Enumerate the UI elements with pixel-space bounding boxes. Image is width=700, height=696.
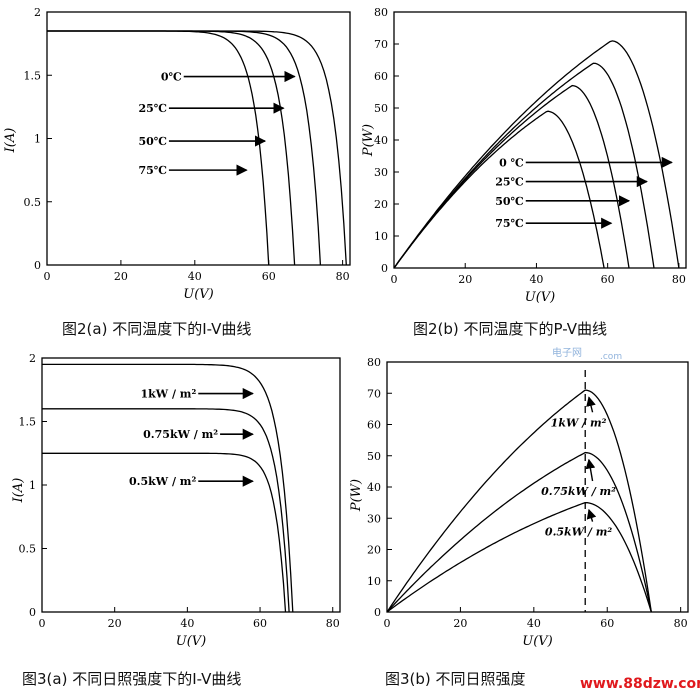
fig3a-y-tick-label: 1 (29, 479, 36, 492)
fig3b-y-tick-label: 0 (374, 606, 381, 619)
fig2a-y-axis-label: I(A) (3, 128, 18, 154)
fig2a-annotation-label: 75℃ (138, 164, 167, 177)
fig2b-y-tick-label: 10 (374, 230, 388, 243)
fig2a-annotation-label: 25℃ (138, 102, 167, 115)
fig2b-y-tick-label: 20 (374, 198, 388, 211)
fig2a-x-axis-label: U(V) (183, 287, 214, 302)
fig2a-annotation-label: 50℃ (138, 135, 167, 148)
fig3a-x-tick-label: 80 (326, 617, 340, 630)
fig2b-x-tick-label: 60 (601, 273, 615, 286)
fig3b-y-tick-label: 20 (367, 544, 381, 557)
fig2b-y-tick-label: 30 (374, 166, 388, 179)
fig3a-series-line (42, 363, 294, 613)
fig3b-x-axis-label: U(V) (522, 634, 553, 649)
fig2a-plot-frame (46, 11, 351, 266)
fig2b-series-line (393, 62, 655, 269)
fig3a-series-line (42, 452, 287, 613)
fig3a-series-line (42, 408, 290, 613)
fig2b-x-tick-label: 0 (391, 273, 398, 286)
fig2b-y-tick-label: 80 (374, 6, 388, 19)
fig2b-y-tick-label: 0 (381, 262, 388, 275)
fig3b-annotation-arrow (586, 508, 597, 522)
fig3a-y-tick-label: 2 (29, 352, 36, 365)
fig3a-x-tick-label: 60 (253, 617, 267, 630)
fig2a-x-tick-label: 80 (336, 270, 350, 283)
fig2b-y-tick-label: 70 (374, 38, 388, 51)
fig3b-series-line (386, 501, 652, 613)
fig2b-x-tick-label: 20 (458, 273, 472, 286)
site-url: www.88dzw.com (580, 676, 700, 692)
fig2b-y-axis-label: P(W) (361, 124, 376, 157)
fig3a-y-tick-label: 0 (29, 606, 36, 619)
fig2a-series-line (47, 30, 322, 266)
fig3a-annotation-label: 0.75kW / m² (143, 428, 218, 441)
fig2a-annotation-label: 0℃ (161, 71, 182, 84)
fig3b-y-tick-label: 50 (367, 450, 381, 463)
fig3b-x-tick-label: 20 (453, 617, 467, 630)
caption-fig2a: 图2(a) 不同温度下的I-V曲线 (62, 320, 252, 338)
fig2a-series-line (47, 30, 347, 266)
fig3b-x-tick-label: 80 (674, 617, 688, 630)
fig3a-annotation-label: 0.5kW / m² (129, 475, 196, 488)
fig3b-y-axis-label: P(W) (349, 479, 364, 512)
fig3a-x-tick-label: 0 (39, 617, 46, 630)
fig3b-y-tick-label: 40 (367, 481, 381, 494)
fig2b-x-tick-label: 40 (529, 273, 543, 286)
fig3a-x-tick-label: 40 (180, 617, 194, 630)
caption-fig3a: 图3(a) 不同日照强度下的I-V曲线 (22, 670, 242, 688)
fig3a-y-axis-label: I(A) (11, 478, 26, 504)
fig3b-y-tick-label: 60 (367, 419, 381, 432)
fig2a-series-line (47, 30, 270, 266)
fig3b-series-line (386, 389, 652, 613)
fig3a-annotation-label: 1kW / m² (141, 388, 197, 401)
fig2a-y-tick-label: 0.5 (24, 196, 42, 209)
fig3b-annotation-label: 0.5kW / m² (545, 526, 612, 539)
fig3a-x-axis-label: U(V) (176, 634, 207, 649)
fig2b-y-tick-label: 60 (374, 70, 388, 83)
fig2a-series-line (47, 30, 296, 266)
watermark-text: 电子网 (552, 348, 582, 359)
fig3a-y-tick-label: 1.5 (19, 416, 37, 429)
fig3b-x-tick-label: 60 (600, 617, 614, 630)
fig3b-annotation-arrow (586, 396, 596, 413)
fig2a-y-tick-label: 2 (34, 6, 41, 19)
fig3b-series-line (386, 451, 652, 613)
fig2b-x-axis-label: U(V) (525, 290, 556, 305)
caption-fig3b: 图3(b) 不同日照强度 (385, 670, 526, 688)
fig2b-x-tick-label: 80 (672, 273, 686, 286)
fig2a-x-tick-label: 0 (44, 270, 51, 283)
caption-fig2b: 图2(b) 不同温度下的P-V曲线 (413, 320, 608, 338)
fig3a-y-tick-label: 0.5 (19, 543, 37, 556)
fig2b-y-tick-label: 50 (374, 102, 388, 115)
fig2a-x-tick-label: 60 (262, 270, 276, 283)
fig2a-x-tick-label: 40 (188, 270, 202, 283)
fig2a-y-tick-label: 0 (34, 259, 41, 272)
fig3b-annotation-label: 1kW / m² (551, 416, 607, 429)
fig2b-annotation-label: 0 ℃ (499, 156, 524, 169)
fig3b-y-tick-label: 30 (367, 512, 381, 525)
fig3b-x-tick-label: 0 (384, 617, 391, 630)
fig2b-annotation-label: 50℃ (495, 195, 524, 208)
fig3b-y-tick-label: 70 (367, 387, 381, 400)
fig2a-x-tick-label: 20 (114, 270, 128, 283)
fig3b-annotation-label: 0.75kW / m² (541, 485, 616, 498)
fig2a-y-tick-label: 1 (34, 133, 41, 146)
fig2b-y-tick-label: 40 (374, 134, 388, 147)
fig3b-y-tick-label: 80 (367, 356, 381, 369)
fig2a-y-tick-label: 1.5 (24, 69, 42, 82)
fig2b-annotation-label: 25℃ (495, 176, 524, 189)
fig2b-plot-frame (393, 11, 687, 269)
fig3b-x-tick-label: 40 (527, 617, 541, 630)
fig2b-annotation-label: 75℃ (495, 217, 524, 230)
fig3b-y-tick-label: 10 (367, 575, 381, 588)
watermark-url: .com (600, 352, 623, 362)
fig2b-series-line (393, 110, 605, 269)
fig3b-annotation-arrow (585, 458, 596, 482)
fig3a-x-tick-label: 20 (108, 617, 122, 630)
fig2b-series-line (393, 40, 680, 269)
